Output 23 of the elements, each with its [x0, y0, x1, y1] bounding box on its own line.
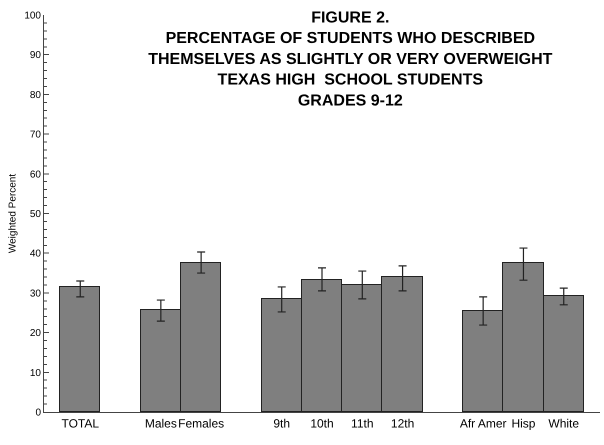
x-tick-label: Hisp	[511, 416, 536, 430]
x-tick-label: 11th	[351, 416, 374, 430]
x-tick-label: 12th	[390, 416, 414, 430]
y-tick-label: 50	[30, 209, 42, 220]
x-tick-label: Afr Amer	[460, 416, 507, 430]
x-tick-label: TOTAL	[61, 416, 100, 430]
y-tick-label: 40	[30, 248, 42, 260]
y-tick-label: 10	[30, 368, 42, 379]
x-tick-label: Males	[144, 416, 177, 430]
x-tick-label: White	[548, 416, 580, 430]
y-tick-label: 80	[30, 90, 42, 101]
y-axis-title: Weighted Percent	[7, 174, 18, 254]
x-tick-label: 9th	[273, 416, 290, 430]
x-tick-label: Females	[178, 416, 224, 430]
x-tick-label: 10th	[310, 416, 334, 430]
y-tick-label: 20	[30, 328, 42, 340]
y-tick-label: 90	[30, 50, 42, 62]
y-tick-label: 30	[30, 288, 42, 300]
y-tick-label: 60	[30, 169, 42, 180]
y-tick-label: 100	[24, 10, 42, 22]
text: FIGURE 2. PERCENTAGE OF STUDENTS WHO DESCRIBED THEMSELVES AS SLIGHTLY OR VERY OVERWEIGHT TEXAS HIGH SCHOOL STUDENTS GRADES 9-12	[148, 9, 553, 110]
y-tick-label: 70	[30, 130, 42, 141]
y-tick-label: 0	[35, 408, 42, 418]
